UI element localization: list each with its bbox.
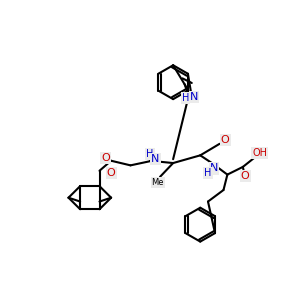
Text: O: O — [101, 153, 110, 163]
Text: N: N — [151, 154, 160, 164]
Text: H: H — [204, 168, 212, 178]
Text: OH: OH — [252, 148, 267, 158]
Text: H: H — [182, 93, 189, 103]
Text: O: O — [241, 171, 250, 181]
Text: N: N — [190, 92, 198, 102]
Text: N: N — [210, 164, 218, 173]
Text: O: O — [221, 135, 230, 145]
Text: O: O — [107, 168, 116, 178]
Text: H: H — [146, 149, 154, 159]
Text: Me: Me — [152, 178, 164, 187]
